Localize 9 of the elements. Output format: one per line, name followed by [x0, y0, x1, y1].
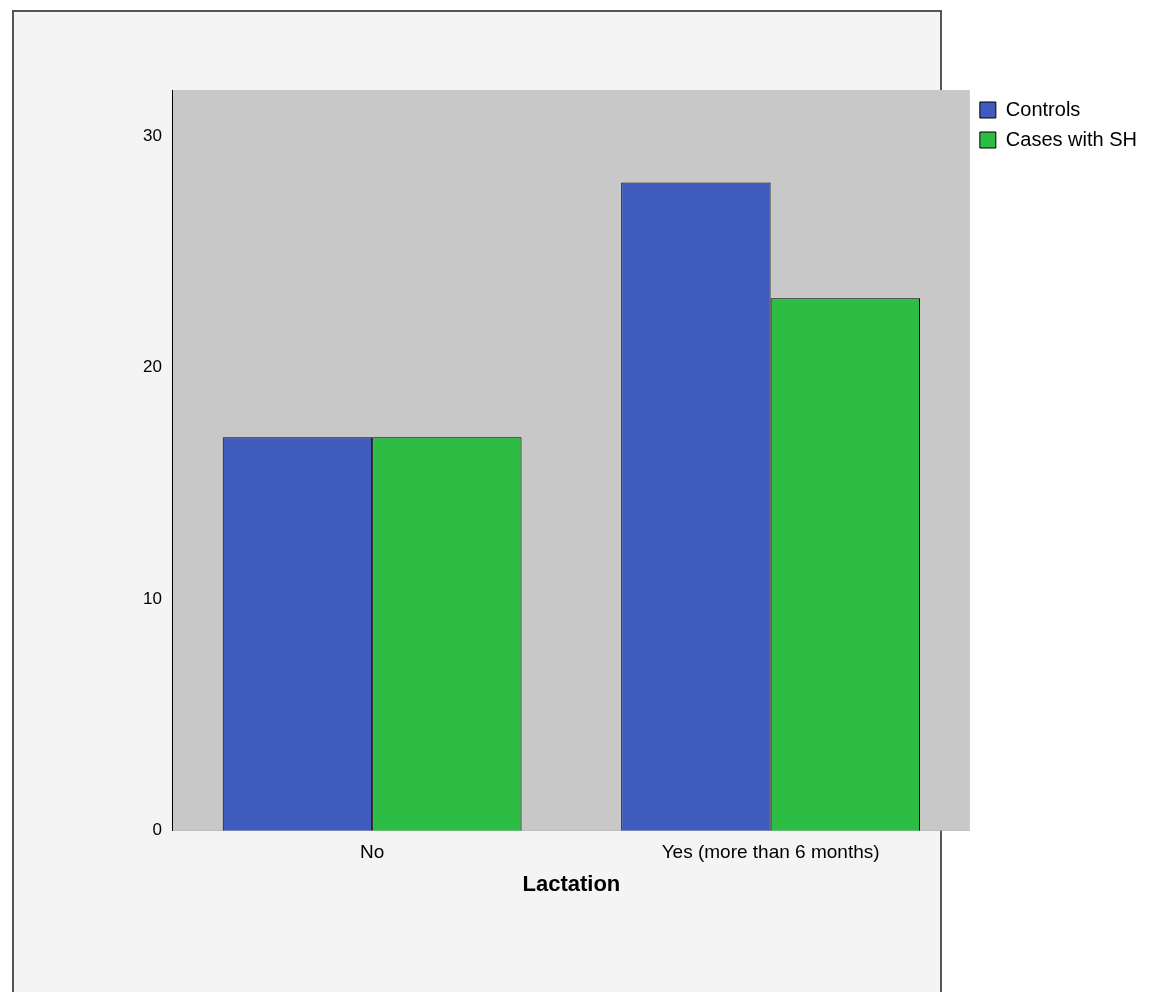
- x-tick-label: No: [360, 841, 385, 863]
- y-tick-label: 10: [142, 588, 162, 608]
- x-axis-title: Lactation: [522, 870, 621, 896]
- x-tick-label: Yes (more than 6 months): [661, 841, 880, 863]
- legend-label: Controls: [1005, 97, 1081, 120]
- legend-label: Cases with SH: [1005, 127, 1137, 150]
- y-tick-label: 30: [142, 125, 162, 145]
- y-tick-label: 0: [152, 820, 162, 840]
- y-tick-label: 20: [142, 357, 162, 377]
